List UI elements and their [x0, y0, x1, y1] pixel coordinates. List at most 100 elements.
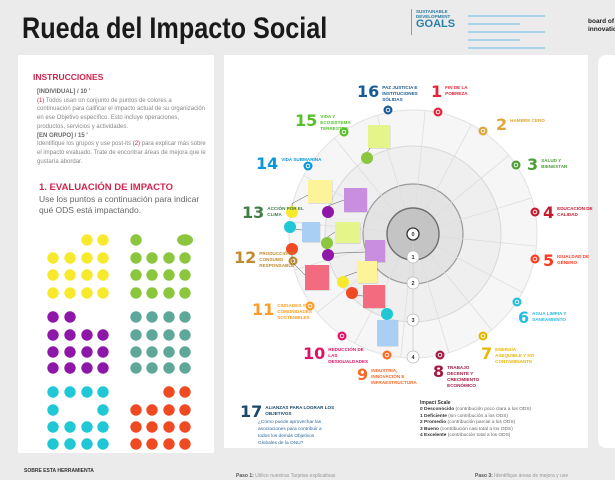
impact-dot — [337, 276, 349, 288]
scale-level-label: 3 — [411, 318, 414, 324]
palette-dot — [47, 421, 59, 433]
wheel-spoke — [424, 124, 472, 212]
goal-number: 9 — [357, 365, 369, 384]
impact-scale-item: 0 Desconocido (contribución poco clara a… — [420, 407, 580, 413]
palette-dot — [146, 404, 158, 416]
level-desc: (contribución parcial a los ODS) — [446, 420, 516, 426]
post-it-note — [308, 180, 332, 203]
palette-dot — [47, 329, 59, 341]
goal-12-label: 12 PRODUCCIÓN Y CONSUMO RESPONSABLE — [234, 250, 303, 269]
instructions-title: INSTRUCCIONES — [33, 72, 104, 82]
goal-number: 1 — [431, 82, 443, 101]
brand-logo-line: innovation — [588, 26, 615, 33]
goal-9-icon-glyph — [384, 352, 390, 358]
goal-1-icon-glyph — [435, 109, 441, 115]
step-3-text: Paso 3: Identifique áreas de mejora y us… — [475, 473, 568, 479]
goal-number: 2 — [496, 115, 508, 134]
palette-dot — [163, 362, 175, 374]
goal-13-label: 13 ACCIÓN POR EL CLIMA — [242, 205, 311, 221]
sdg-logo-line: GOALS — [416, 18, 456, 30]
palette-dot — [146, 269, 158, 281]
level-key: 4 Excelente — [420, 433, 447, 439]
palette-dot — [179, 386, 191, 398]
goal-8-icon — [435, 350, 445, 360]
wheel-spoke — [432, 155, 510, 218]
palette-dot — [146, 346, 158, 358]
goal-6-icon-glyph — [514, 299, 520, 305]
goal-4-label: 4 EDUCACIÓN DE CALIDAD — [543, 205, 601, 221]
goal-title: ENERGÍA ASEQUIBLE Y NO CONTAMINANTE — [495, 347, 535, 364]
evaluation-title: 1. EVALUACIÓN DE IMPACTO — [39, 182, 174, 193]
impact-dot — [322, 249, 334, 261]
palette-dot — [81, 269, 93, 281]
divider — [468, 23, 520, 25]
goal-3-icon — [511, 160, 521, 170]
palette-dot — [64, 329, 76, 341]
goal-number: 16 — [357, 82, 380, 101]
goal-12-icon — [288, 256, 298, 266]
palette-dot — [130, 329, 142, 341]
goal-16-label: 16 PAZ JUSTICIA E INSTITUCIONES SÓLIDAS — [357, 84, 426, 103]
palette-dot — [163, 311, 175, 323]
palette-dot — [47, 346, 59, 358]
palette-dot — [47, 287, 59, 299]
palette-dot — [81, 362, 93, 374]
palette-dot — [163, 404, 175, 416]
palette-dot — [146, 287, 158, 299]
palette-dot — [64, 311, 76, 323]
side-panel — [598, 55, 615, 448]
wheel-annotations — [284, 125, 399, 347]
palette-dot — [130, 404, 142, 416]
marker: (2) — [132, 141, 141, 148]
palette-dot — [130, 362, 142, 374]
wheel-spoke — [400, 259, 411, 358]
goal-number: 5 — [543, 251, 555, 270]
post-it-note — [305, 265, 329, 290]
palette-dot — [97, 386, 109, 398]
palette-dot — [130, 287, 142, 299]
palette-dot — [146, 438, 158, 450]
goal-8-icon-glyph — [437, 352, 443, 358]
goal-5-label: 5 IGUALDAD DE GÉNERO — [543, 251, 601, 270]
goal-title: ACCIÓN POR EL CLIMA — [267, 206, 304, 217]
goal-title: VIDA Y ECOSISTEMA TERRESTRE — [320, 114, 351, 131]
goal-11-icon — [305, 301, 315, 311]
palette-dot — [179, 311, 191, 323]
goal-8-label: 8 TRABAJO DECENTE Y CRECIMIENTO ECONÓMICO — [433, 364, 491, 389]
dot-palette — [47, 234, 193, 450]
palette-dot — [97, 287, 109, 299]
post-it-note — [377, 320, 398, 346]
goal-1-icon — [433, 107, 443, 117]
palette-dot — [97, 346, 109, 358]
goal-title: TRABAJO DECENTE Y CRECIMIENTO ECONÓMICO — [447, 365, 480, 388]
palette-dot — [97, 329, 109, 341]
palette-dot — [130, 252, 142, 264]
impact-dot — [284, 221, 296, 233]
wheel-spoke — [415, 110, 426, 209]
palette-dot — [179, 404, 191, 416]
scale-level-marker — [406, 276, 420, 290]
goal-2-icon-glyph — [480, 128, 486, 134]
impact-dot — [361, 152, 373, 164]
level-key: 0 Desconocido — [420, 407, 455, 413]
group-label: [EN GRUPO] / 15 ' — [37, 132, 88, 139]
palette-dot — [163, 386, 175, 398]
palette-dot — [47, 404, 59, 416]
goal-title: REDUCCIÓN DE LAS DESIGUALDADES — [328, 347, 369, 364]
goal-number: 7 — [481, 344, 493, 363]
palette-dot — [81, 438, 93, 450]
goal-10-icon — [337, 331, 347, 341]
level-key: 2 Promedio — [420, 420, 447, 426]
goal-11-icon-glyph — [307, 303, 313, 309]
palette-dot — [179, 329, 191, 341]
sdg-logo: SUSTAINABLE DEVELOPMENT GOALS — [411, 9, 460, 35]
impact-scale-item: 4 Excelente (contribución total a los OD… — [420, 433, 580, 439]
palette-dot — [163, 287, 175, 299]
palette-dot — [179, 269, 191, 281]
goal-10-label: 10 REDUCCIÓN DE LAS DESIGUALDADES — [303, 346, 372, 365]
palette-dot — [47, 269, 59, 281]
goal-15-label: 15 VIDA Y ECOSISTEMA TERRESTRE — [295, 113, 364, 132]
goal-number: 10 — [303, 344, 326, 363]
impact-scale-item: 1 Deficiente (sin contribución a los ODS… — [420, 414, 580, 420]
